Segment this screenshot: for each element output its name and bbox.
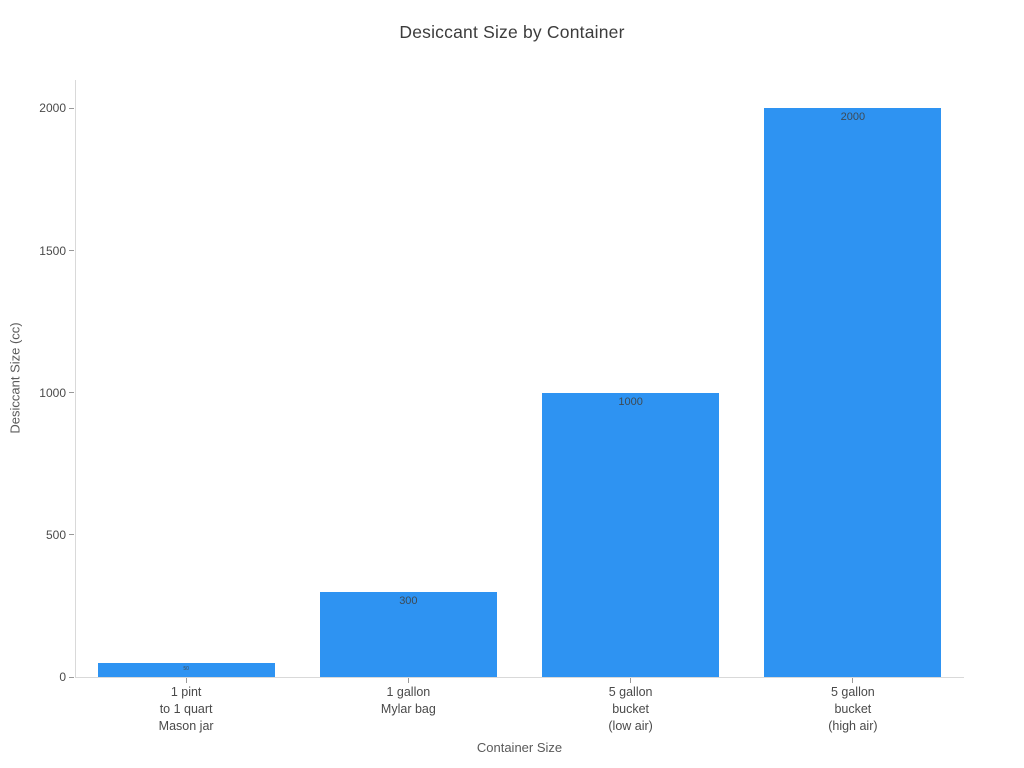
x-tick-mark <box>185 678 187 683</box>
y-tick-mark <box>69 107 74 109</box>
y-tick-label: 1500 <box>39 243 66 258</box>
bar-value-label: 50 <box>183 665 189 672</box>
x-axis-line <box>75 677 964 678</box>
bar <box>542 392 720 677</box>
bar <box>97 662 275 677</box>
bar <box>319 591 497 677</box>
y-tick-label: 2000 <box>39 101 66 116</box>
x-axis-title: Container Size <box>476 740 563 755</box>
x-tick-mark <box>407 678 409 683</box>
bar-value-label: 2000 <box>840 111 866 124</box>
y-tick-mark <box>69 676 74 678</box>
bar-value-label: 1000 <box>618 395 643 408</box>
x-tick-label: 1 gallon Mylar bag <box>380 685 436 716</box>
y-tick-mark <box>69 534 74 536</box>
y-tick-label: 500 <box>45 527 66 542</box>
x-tick-mark <box>630 678 632 683</box>
chart-title: Desiccant Size by Container <box>399 22 625 42</box>
y-tick-label: 1000 <box>39 385 66 400</box>
x-tick-mark <box>852 678 854 683</box>
bar <box>764 108 942 677</box>
bar-value-label: 300 <box>399 594 418 607</box>
y-tick-mark <box>69 392 74 394</box>
x-tick-label: 1 pint to 1 quart Mason jar <box>158 685 214 733</box>
y-axis-title: Desiccant Size (cc) <box>7 322 23 434</box>
y-tick-mark <box>69 250 74 252</box>
y-tick-label: 0 <box>59 670 66 684</box>
x-tick-label: 5 gallon bucket (low air) <box>608 685 653 733</box>
y-axis-line <box>75 80 76 677</box>
x-tick-label: 5 gallon bucket (high air) <box>828 685 878 733</box>
